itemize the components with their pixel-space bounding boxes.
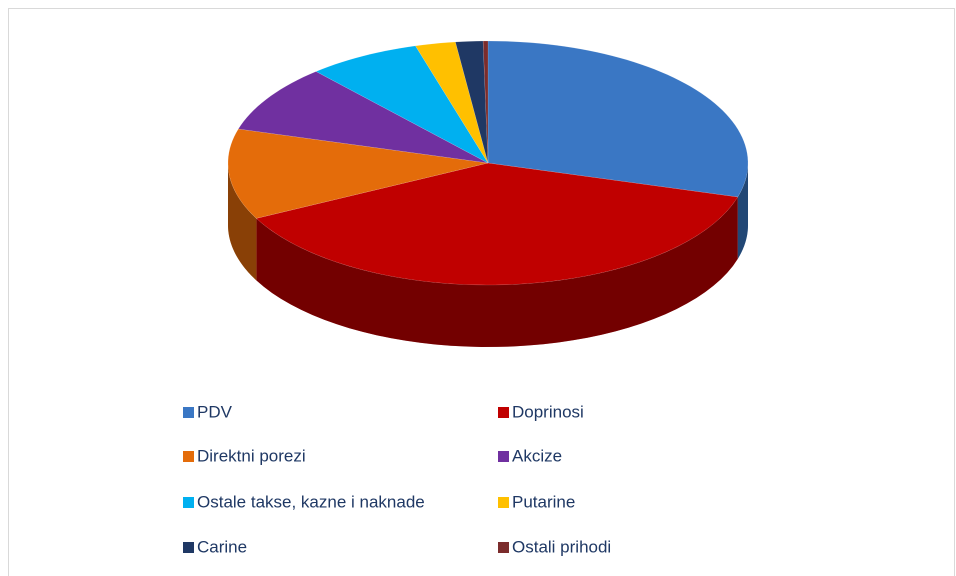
slice-side: [737, 163, 748, 260]
legend-label: Akcize: [512, 446, 562, 465]
slice: [315, 45, 489, 164]
slice-side-fill: [228, 163, 257, 281]
slice: [482, 40, 489, 164]
legend-swatch: [183, 497, 194, 508]
slice-side-shade: [256, 197, 738, 347]
slice-side-shade: [228, 163, 257, 281]
legend-swatch: [183, 407, 194, 418]
legend-label: Putarine: [512, 492, 575, 511]
slice-side-shade: [737, 163, 748, 260]
legend-label: Ostali prihodi: [512, 537, 611, 556]
legend-label: Carine: [197, 537, 247, 556]
slice-side-fill: [256, 197, 738, 347]
slice-side: [256, 197, 738, 347]
slice-side: [228, 163, 257, 281]
slice: [227, 128, 489, 219]
slice: [237, 71, 489, 164]
slice-side-fill: [737, 163, 748, 260]
legend-swatch: [498, 542, 509, 553]
legend-swatch: [498, 451, 509, 462]
legend-label: PDV: [197, 402, 233, 421]
legend-label: Direktni porezi: [197, 446, 306, 465]
slice: [487, 40, 749, 198]
slice: [455, 40, 489, 164]
legend-label: Ostale takse, kazne i naknade: [197, 492, 425, 511]
legend-swatch: [183, 542, 194, 553]
legend-swatch: [183, 451, 194, 462]
legend-swatch: [498, 407, 509, 418]
legend-swatch: [498, 497, 509, 508]
legend-label: Doprinosi: [512, 402, 584, 421]
slice: [415, 41, 489, 164]
slice: [255, 162, 739, 286]
